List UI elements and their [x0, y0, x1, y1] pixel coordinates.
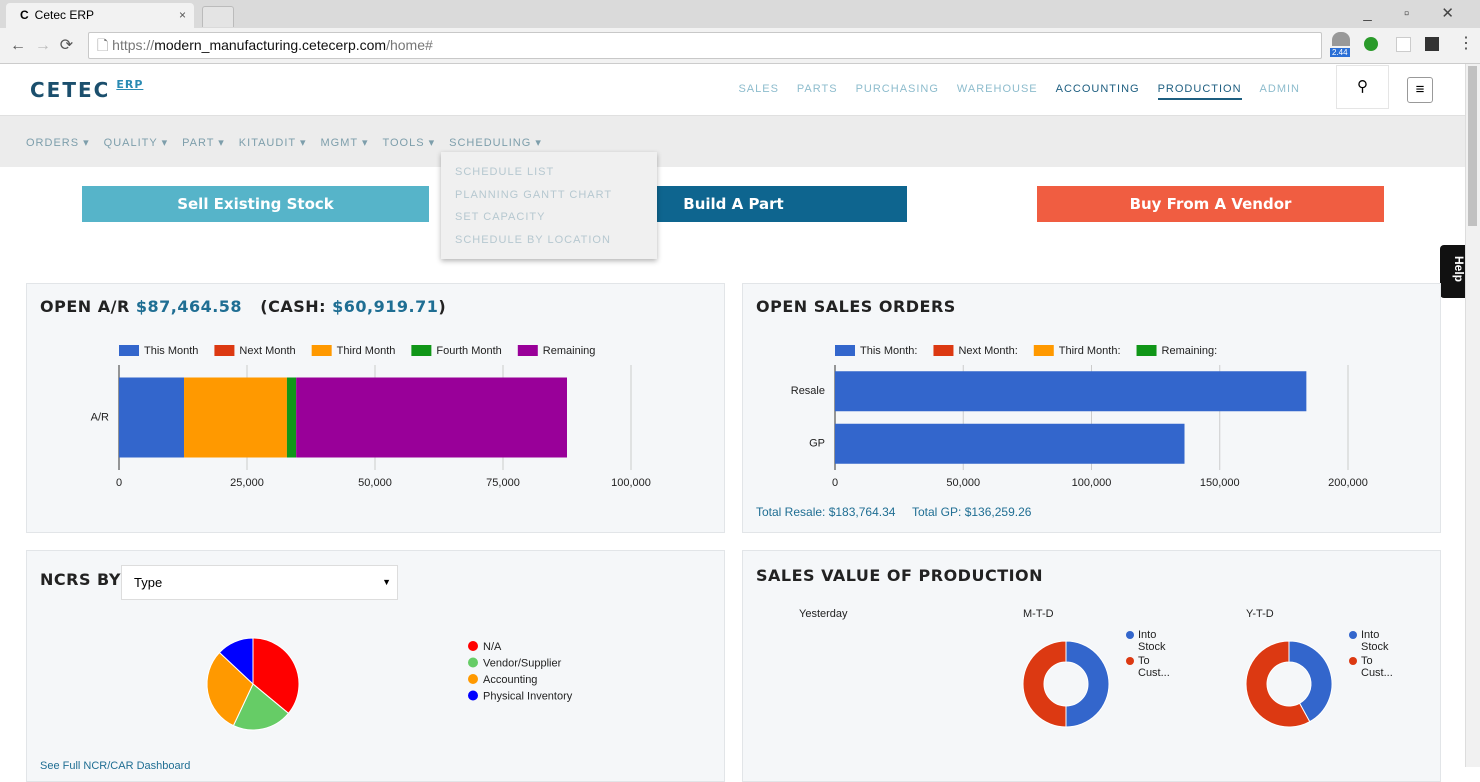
- legend-label: Into Stock: [1361, 629, 1389, 653]
- tab-title: Cetec ERP: [34, 8, 95, 22]
- nav-link[interactable]: PURCHASING: [855, 83, 939, 95]
- title: OPEN A/R: [40, 297, 130, 316]
- panel-title: OPEN A/R $87,464.58 (CASH: $60,919.71): [40, 297, 446, 316]
- dropdown-item[interactable]: SCHEDULE LIST: [455, 166, 555, 178]
- nav-link[interactable]: SALES: [738, 83, 779, 95]
- sub-nav-link[interactable]: KITAUDIT ▾: [238, 137, 307, 149]
- amount: $87,464.58: [135, 297, 243, 316]
- window-controls[interactable]: _ ▫ ✕: [1363, 5, 1468, 22]
- nav-buttons[interactable]: ← → ⟳: [10, 37, 74, 54]
- panel-title: OPEN SALES ORDERS: [756, 297, 956, 316]
- panel-title: NCRS BY:: [40, 570, 127, 589]
- sales-panel: OPEN SALES ORDERS Total Resale: $183,764…: [742, 283, 1441, 533]
- help-label: Help: [1452, 255, 1467, 283]
- help-tab[interactable]: Help: [1440, 245, 1467, 298]
- tab[interactable]: C Cetec ERP ×: [6, 3, 194, 28]
- sub-nav-link[interactable]: PART ▾: [182, 137, 225, 149]
- extension-icon[interactable]: [1364, 37, 1378, 51]
- cash-prefix: (CASH:: [260, 297, 327, 316]
- logo-text: CETEC: [30, 78, 111, 102]
- extension-icon[interactable]: [1396, 37, 1411, 52]
- new-tab[interactable]: [202, 6, 234, 27]
- url-scheme: https://: [112, 37, 155, 53]
- nav-link[interactable]: WAREHOUSE: [956, 83, 1038, 95]
- main-nav: SALES PARTS PURCHASING WAREHOUSE ACCOUNTING P…: [720, 83, 1300, 100]
- sub-nav: ORDERS ▾ QUALITY ▾ PART ▾ KITAUDIT ▾ MGMT ▾ T…: [0, 115, 1465, 167]
- sub-nav-link[interactable]: TOOLS ▾: [382, 137, 436, 149]
- ncr-panel: NCRS BY: Type ▼ See Full NCR/CAR Dashboar…: [26, 550, 725, 782]
- select[interactable]: Type ▼: [121, 565, 398, 600]
- logo[interactable]: CETEC ERP: [30, 78, 143, 102]
- total[interactable]: Total GP: $136,259.26: [912, 505, 1032, 519]
- production-panel: SALES VALUE OF PRODUCTION: [742, 550, 1441, 782]
- dropdown-item[interactable]: SCHEDULE BY LOCATION: [455, 233, 611, 246]
- legend-label: To Cust...: [1361, 655, 1393, 679]
- dropdown-menu: SCHEDULE LIST PLANNING GANTT CHART SET CAP…: [441, 152, 657, 259]
- nav-link[interactable]: ADMIN: [1259, 83, 1300, 95]
- dropdown-item[interactable]: PLANNING GANTT CHART: [455, 188, 613, 201]
- dropdown-item[interactable]: SET CAPACITY: [455, 211, 546, 223]
- scrollbar[interactable]: [1465, 64, 1480, 767]
- total[interactable]: Total Resale: $183,764.34: [756, 505, 896, 519]
- extension-badge: 2.44: [1330, 48, 1350, 57]
- legend-label: To Cust...: [1138, 655, 1170, 679]
- address-row: ← → ⟳ 🗋 https://modern_manufacturing.cet…: [0, 28, 1480, 64]
- action-button[interactable]: Buy From A Vendor: [1037, 186, 1384, 222]
- extension-icon[interactable]: [1332, 32, 1350, 46]
- nav-link[interactable]: PARTS: [796, 83, 838, 95]
- url-bar[interactable]: 🗋 https://modern_manufacturing.cetecerp.…: [88, 32, 1322, 59]
- action-button[interactable]: Sell Existing Stock: [82, 186, 429, 222]
- extension-icon[interactable]: [1425, 37, 1439, 51]
- nav-link[interactable]: ACCOUNTING: [1055, 83, 1140, 95]
- tab-strip: C Cetec ERP × _ ▫ ✕: [0, 0, 1480, 28]
- scroll-thumb[interactable]: [1468, 66, 1477, 226]
- sub-nav-link[interactable]: SCHEDULING ▾: [449, 137, 542, 149]
- url-path: /home#: [386, 37, 433, 53]
- cash-suffix: ): [438, 297, 447, 316]
- select-value: Type: [134, 575, 163, 590]
- tab-close[interactable]: ×: [178, 8, 186, 22]
- nav-link[interactable]: PRODUCTION: [1157, 83, 1242, 100]
- url-host: modern_manufacturing.cetecerp.com: [154, 37, 387, 53]
- legend-label: Into Stock: [1138, 629, 1166, 653]
- dashboard-link[interactable]: See Full NCR/CAR Dashboard: [40, 760, 191, 772]
- cash: $60,919.71: [332, 297, 439, 316]
- menu[interactable]: ⋮: [1458, 35, 1474, 52]
- sub-nav-items: ORDERS ▾ QUALITY ▾ PART ▾ KITAUDIT ▾ MGMT ▾ T…: [26, 136, 556, 149]
- app-header: CETEC ERP SALES PARTS PURCHASING WAREHOUSE AC…: [0, 64, 1465, 115]
- search-button[interactable]: ⚲: [1336, 65, 1389, 109]
- panel-title: SALES VALUE OF PRODUCTION: [756, 566, 1044, 585]
- hamburger-button[interactable]: ≡: [1407, 77, 1433, 103]
- sub-nav-link[interactable]: MGMT ▾: [320, 137, 369, 149]
- sub-nav-link[interactable]: QUALITY ▾: [103, 137, 169, 149]
- logo-sub: ERP: [116, 78, 144, 91]
- sub-nav-link[interactable]: ORDERS ▾: [26, 137, 90, 149]
- ar-panel: OPEN A/R $87,464.58 (CASH: $60,919.71): [26, 283, 725, 533]
- favicon: C: [20, 8, 29, 22]
